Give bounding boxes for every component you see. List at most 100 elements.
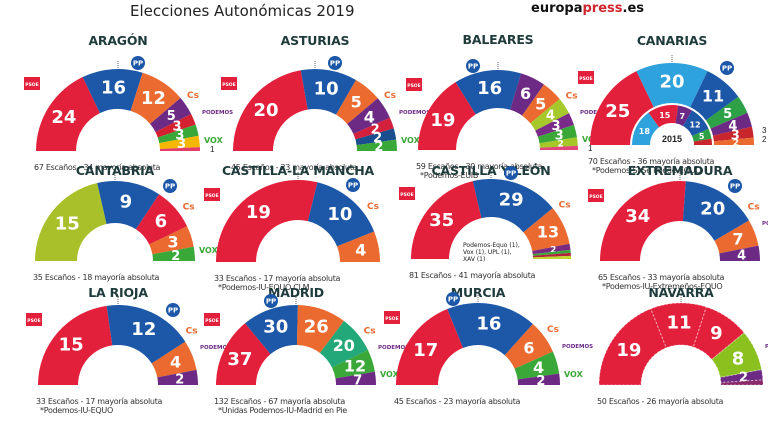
chart-madrid: MADRID 37 30 26 20 12 7 PSOE PP Cs VOX PODEMOS 132 E…: [196, 285, 409, 425]
seat-segment-psoe: [411, 181, 482, 259]
svg-text:PP: PP: [468, 63, 478, 71]
seats-majority-text: 70 Escaños - 36 mayoría absoluta: [588, 157, 715, 166]
seat-count-label: 12: [141, 88, 166, 109]
psoe-logo-icon: PSOE: [588, 189, 604, 202]
seat-count-label: 15: [55, 213, 80, 234]
coalition-note: *Podemos-EUIB: [420, 171, 479, 180]
seat-count-label: 2: [733, 138, 739, 148]
chart-la-rioja: LA RIOJA 15 12 4 2 PSOE PP Cs PODEMOS 33 Escaños …: [20, 285, 231, 425]
parliament-chart: 35 29 13 2 PSOE PP Cs Podemos-Equo (1),Vox (1),…: [399, 166, 571, 263]
seat-count-label: 6: [155, 211, 168, 232]
podemos-logo-icon: PODEMOS: [200, 345, 231, 351]
seat-count-label: 5: [535, 94, 546, 113]
chart-asturias: ASTURIAS 20 10 5 4 2 2 2 PSOE PP Cs VOX PODEMOS 45 Es…: [212, 33, 430, 173]
seat-segment-vox: [537, 124, 577, 144]
seat-segment-podemos-equo: [517, 373, 560, 385]
seat-count-label: 10: [327, 204, 352, 225]
chart-title: NAVARRA: [648, 285, 714, 300]
vox-logo-icon: VOX: [199, 246, 219, 255]
seat-segment-foro: [355, 128, 397, 146]
podemos-logo-icon: PODEMOS: [202, 110, 233, 116]
seats-majority-text: 45 Escaños - 23 mayoría absoluta: [394, 397, 521, 406]
podemos-logo-icon: PODEMOS: [399, 110, 430, 116]
chart-footnote: 33 Escaños - 17 mayoría absoluta *Podemos…: [36, 397, 162, 415]
chart-extremadura: EXTREMADURA 34 20 74 PSOE PP Cs PODEMOS 65 Escañ…: [570, 163, 768, 303]
psoe-logo-icon: PSOE: [221, 77, 237, 90]
seat-count-label: 11: [702, 86, 724, 105]
brand-part-2: press: [582, 1, 623, 16]
seat-segment-podemos-equo: [150, 97, 192, 133]
psoe-logo-icon: PSOE: [26, 313, 42, 326]
seats-majority-text: 35 Escaños - 18 mayoría absoluta: [33, 273, 160, 282]
seat-segment-cs: [504, 324, 553, 369]
seat-segment-cs: [714, 220, 759, 254]
pp-logo-icon: PP: [163, 179, 177, 193]
seat-count-label: 4: [728, 119, 737, 134]
seat-segment-pp: [300, 69, 356, 115]
vox-logo-icon: VOX: [204, 136, 224, 145]
inset-seat-count: 18: [639, 127, 651, 136]
pp-logo-icon: PP: [466, 59, 480, 73]
chart-title: CASTILLA-LA MANCHA: [221, 163, 375, 178]
seat-segment-psoe: [36, 77, 100, 151]
seats-majority-text: 33 Escaños - 17 mayoría absoluta: [36, 397, 163, 406]
svg-text:PP: PP: [730, 183, 740, 191]
chart-footnote: 33 Escaños - 17 mayoría absoluta *Podemos…: [214, 274, 340, 292]
seat-count-label: 15: [59, 335, 84, 356]
seat-segment-cs: [336, 79, 378, 125]
seat-count-label: 3: [552, 119, 561, 134]
seat-segment-vox: [152, 246, 195, 261]
seat-segment-vox: [356, 139, 397, 151]
svg-text:PSOE: PSOE: [579, 76, 592, 82]
chart-footnote: 59 Escaños - 30 mayoría absoluta *Podemos…: [416, 162, 542, 180]
parliament-chart: 1916654332PSOEPPCsVOXPODEMOS1: [406, 59, 611, 153]
seat-segment-podemos-asturies: [347, 98, 390, 134]
main-title: Elecciones Autonómicas 2019: [130, 2, 355, 20]
cs-logo-icon: Cs: [367, 202, 379, 212]
podemos-logo-icon: PODEMOS: [762, 221, 768, 227]
svg-text:PP: PP: [348, 182, 358, 190]
chart-footnote: 50 Escaños - 26 mayoría absoluta: [597, 397, 723, 406]
seats-majority-text: 132 Escaños - 67 mayoría absoluta: [214, 397, 345, 406]
seat-count-label: 5: [723, 107, 732, 122]
svg-text:PP: PP: [266, 298, 276, 306]
svg-text:PSOE: PSOE: [27, 318, 40, 324]
chart-cantabria: CANTABRIA 15 9 6 3 2 PP Cs VOX 35 Escaños - 18 ma…: [20, 163, 219, 303]
parliament-chart: 1911982PODEMOS1: [598, 295, 768, 386]
svg-text:PSOE: PSOE: [589, 194, 602, 200]
seat-segment-m-s: [530, 98, 569, 131]
seat-segment-cc: [636, 63, 708, 108]
seat-segment-vox: [514, 351, 560, 380]
seat-count-label: 19: [246, 202, 271, 223]
seat-segment-cs: [149, 226, 194, 255]
psoe-logo-icon: PSOE: [406, 78, 422, 91]
pp-logo-icon: PP: [131, 56, 145, 70]
chart-title: CANTABRIA: [75, 163, 155, 178]
seat-segment-psoe: [418, 82, 476, 150]
pp-logo-icon: PP: [504, 166, 518, 180]
chart-footnote: 81 Escaños - 41 mayoría absoluta: [409, 271, 535, 280]
seats-majority-text: 59 Escaños - 30 mayoría absoluta: [416, 162, 543, 171]
seat-segment-asg: [712, 126, 754, 142]
cs-logo-icon: Cs: [559, 200, 571, 210]
svg-text:PP: PP: [722, 65, 732, 73]
vox-logo-icon: VOX: [380, 370, 400, 379]
chart-title: MURCIA: [450, 285, 506, 300]
svg-text:PSOE: PSOE: [205, 193, 218, 199]
seat-segment-pp: [472, 179, 553, 233]
seat-count-label: 9: [710, 323, 723, 344]
chart-title: LA RIOJA: [88, 285, 148, 300]
seat-segment-el-pi: [535, 113, 574, 137]
chart-castilla-y-leon: CASTILLA Y LEÓN 35 29 13 2 PSOE PP Cs Podemos-Eq…: [395, 163, 585, 303]
seat-count-label: 12: [131, 319, 156, 340]
cs-logo-icon: Cs: [384, 91, 396, 101]
brand-logo: europapress.es: [531, 1, 644, 16]
psoe-logo-icon: PSOE: [384, 311, 400, 324]
small-party-seat-legend: 1: [210, 145, 215, 154]
seat-count-label: 3: [175, 128, 184, 143]
chart-title: EXTREMADURA: [627, 163, 733, 178]
seat-segment-iu: [353, 117, 394, 140]
